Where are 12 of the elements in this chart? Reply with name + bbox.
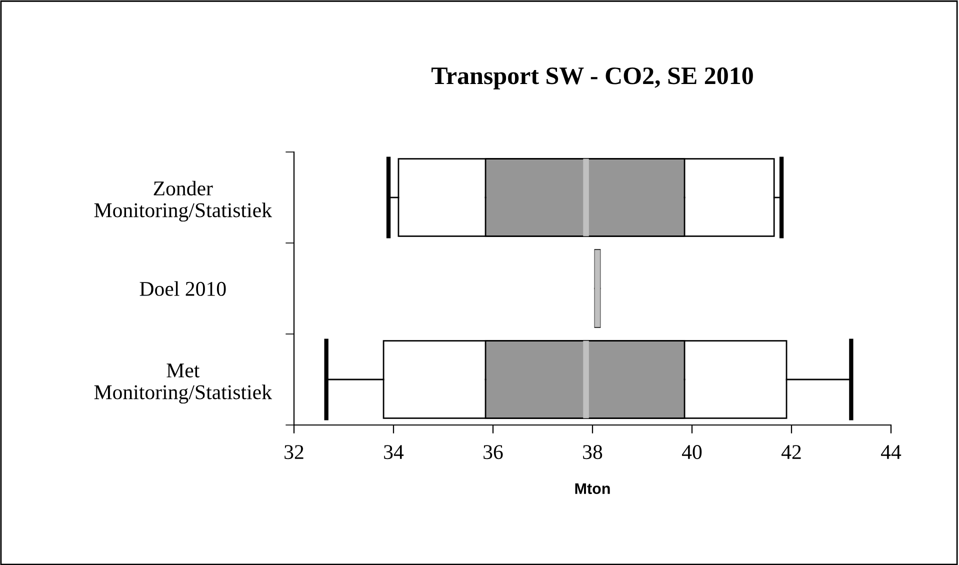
x-tick-label: 40 — [682, 445, 702, 460]
x-tick-label: 38 — [583, 445, 602, 460]
y-tick-label: Met Monitoring/Statistiek — [94, 364, 272, 404]
x-tick-label: 34 — [384, 445, 404, 460]
x-tick-label: 44 — [880, 445, 902, 459]
x-axis-title: Mton — [575, 483, 610, 494]
chart-title: Transport SW - CO2, SE 2010 — [432, 67, 753, 90]
x-tick-label: 32 — [284, 445, 304, 460]
x-tick-label: 36 — [484, 445, 503, 460]
y-tick-label: Zonder Monitoring/Statistiek — [94, 180, 272, 222]
y-tick-label: Doel 2010 — [140, 281, 226, 296]
x-tick-label: 42 — [781, 445, 801, 459]
